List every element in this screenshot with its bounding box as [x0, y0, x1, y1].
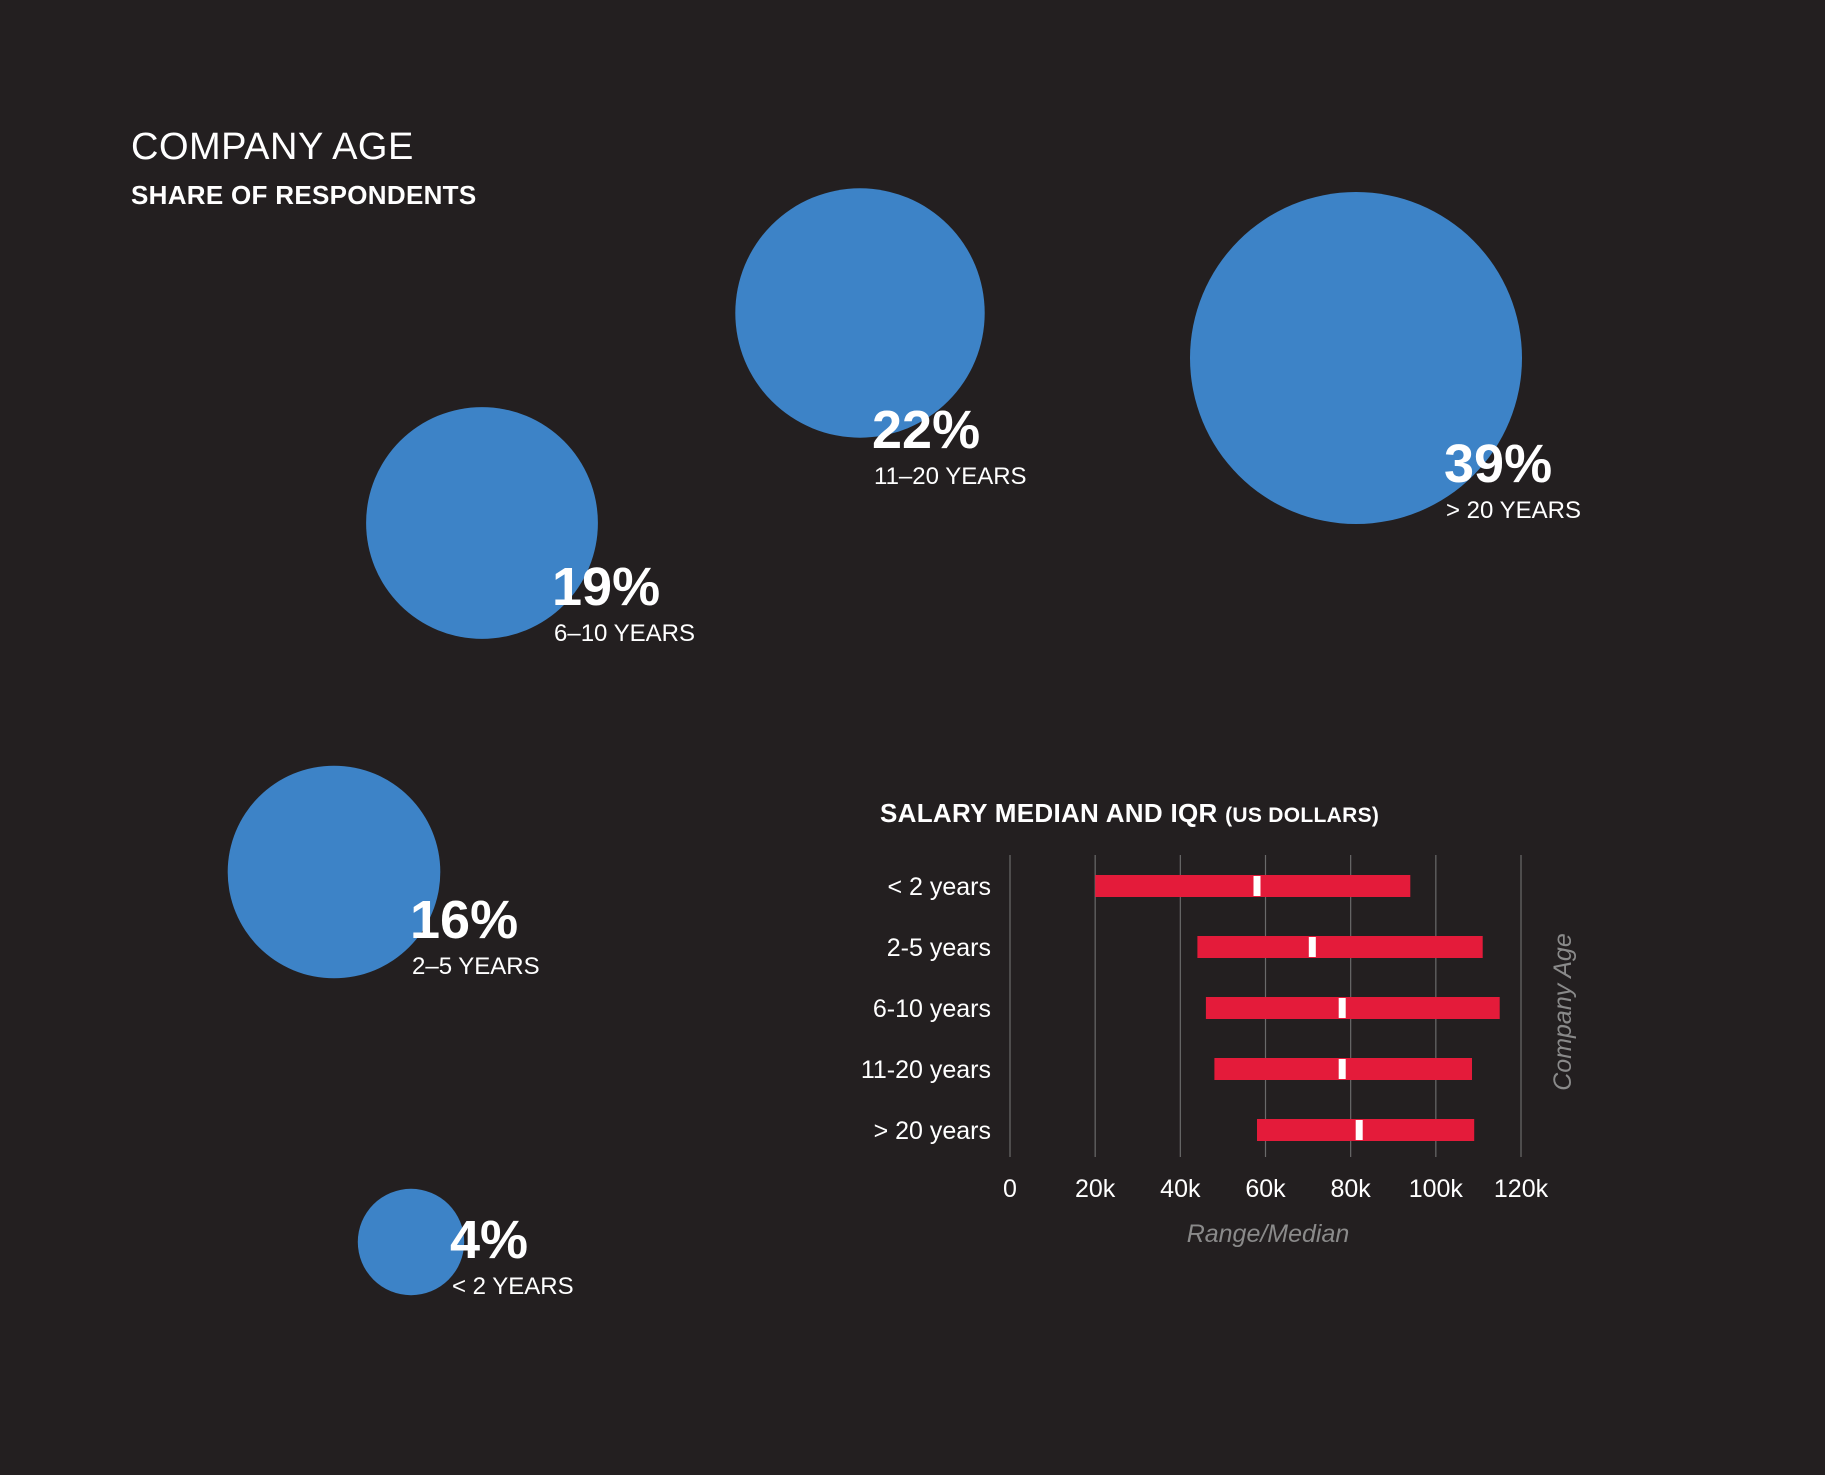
bubble-value-label-4: 39%: [1444, 434, 1552, 494]
bubble-category-label-4: > 20 YEARS: [1446, 497, 1581, 524]
iqr-bar-0: [1095, 875, 1411, 897]
bubble-3: [735, 188, 985, 438]
bubble-category-label-1: 2–5 YEARS: [412, 953, 540, 980]
x-tick-label-2: 40k: [1160, 1175, 1201, 1203]
y-category-label-1: 2-5 years: [887, 934, 991, 962]
x-tick-label-1: 20k: [1075, 1175, 1116, 1203]
bubble-2: [366, 407, 598, 639]
bubble-0: [357, 1188, 465, 1296]
median-marker-1: [1308, 937, 1316, 957]
y-category-label-3: 11-20 years: [861, 1056, 991, 1084]
bubble-category-label-3: 11–20 YEARS: [874, 463, 1027, 490]
median-marker-0: [1253, 876, 1261, 896]
x-tick-label-4: 80k: [1331, 1175, 1372, 1203]
iqr-bar-4: [1257, 1119, 1475, 1141]
x-tick-label-0: 0: [1003, 1175, 1017, 1203]
median-marker-4: [1355, 1120, 1363, 1140]
x-tick-label-6: 120k: [1494, 1175, 1549, 1203]
bubble-1: [227, 765, 441, 979]
bubble-category-label-0: < 2 YEARS: [452, 1273, 574, 1300]
x-axis-title: Range/Median: [1187, 1220, 1350, 1248]
median-marker-3: [1338, 1059, 1346, 1079]
x-tick-label-3: 60k: [1245, 1175, 1286, 1203]
bubble-4: [1190, 192, 1522, 524]
bubble-value-label-3: 22%: [872, 400, 980, 460]
bubble-value-label-0: 4%: [450, 1210, 528, 1270]
salary-chart-title-unit: (US DOLLARS): [1225, 804, 1380, 827]
bubble-category-label-2: 6–10 YEARS: [554, 620, 695, 647]
bubble-value-label-1: 16%: [410, 890, 518, 950]
company-age-title: COMPANY AGE: [131, 126, 414, 168]
iqr-bar-1: [1197, 936, 1483, 958]
salary-chart-title-main: SALARY MEDIAN AND IQR: [880, 798, 1218, 828]
bubble-value-label-2: 19%: [552, 557, 660, 617]
y-category-label-4: > 20 years: [874, 1117, 991, 1145]
iqr-bar-2: [1205, 997, 1500, 1019]
x-tick-label-5: 100k: [1409, 1175, 1464, 1203]
median-marker-2: [1338, 998, 1346, 1018]
salary-chart-title: SALARY MEDIAN AND IQR (US DOLLARS): [880, 798, 1379, 829]
company-age-subtitle: SHARE OF RESPONDENTS: [131, 180, 477, 210]
y-category-label-2: 6-10 years: [873, 995, 991, 1023]
y-axis-title: Company Age: [1549, 933, 1577, 1091]
y-category-label-0: < 2 years: [887, 873, 991, 901]
